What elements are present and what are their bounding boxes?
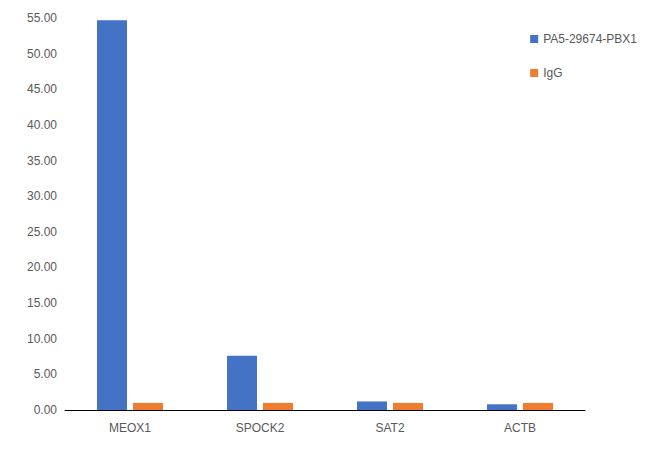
- svg-text:20.00: 20.00: [27, 260, 57, 274]
- svg-text:55.00: 55.00: [27, 11, 57, 25]
- svg-text:0.00: 0.00: [34, 403, 58, 417]
- svg-text:15.00: 15.00: [27, 296, 57, 310]
- svg-text:MEOX1: MEOX1: [109, 421, 151, 435]
- svg-text:30.00: 30.00: [27, 189, 57, 203]
- svg-text:ACTB: ACTB: [504, 421, 536, 435]
- svg-text:SPOCK2: SPOCK2: [236, 421, 285, 435]
- svg-text:35.00: 35.00: [27, 154, 57, 168]
- svg-text:50.00: 50.00: [27, 47, 57, 61]
- svg-text:IgG: IgG: [543, 66, 562, 80]
- svg-text:5.00: 5.00: [34, 367, 58, 381]
- svg-text:PA5-29674-PBX1: PA5-29674-PBX1: [543, 32, 637, 46]
- svg-text:45.00: 45.00: [27, 82, 57, 96]
- svg-text:SAT2: SAT2: [375, 421, 404, 435]
- svg-text:40.00: 40.00: [27, 118, 57, 132]
- svg-text:10.00: 10.00: [27, 332, 57, 346]
- svg-text:25.00: 25.00: [27, 225, 57, 239]
